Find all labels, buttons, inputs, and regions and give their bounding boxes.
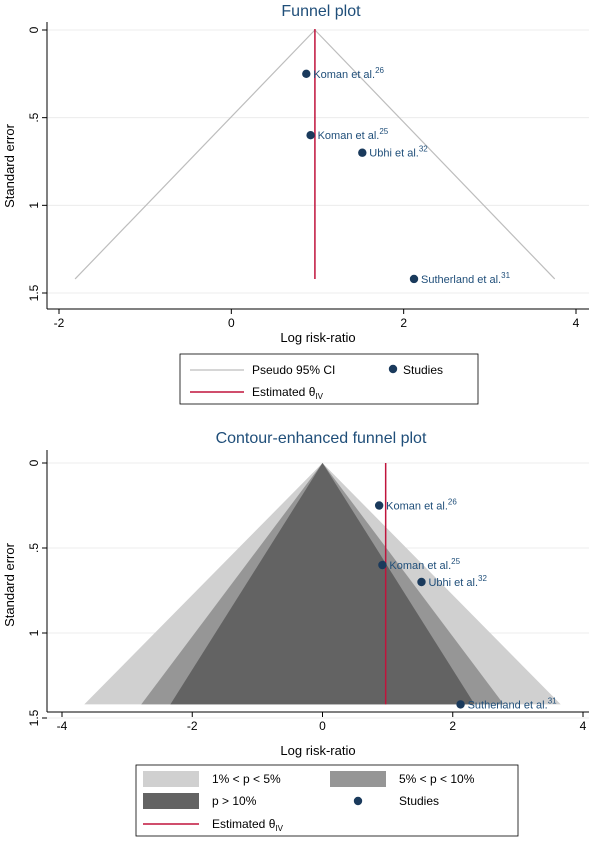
study-label: Ubhi et al.32 — [428, 574, 487, 589]
study-label: Ubhi et al.32 — [369, 145, 428, 160]
pseudo-ci-right-line — [314, 29, 556, 280]
legend-contour-1-swatch — [143, 771, 199, 787]
chart2-y-axis-label: Standard error — [2, 542, 17, 626]
legend-contour-3-swatch — [143, 793, 199, 809]
y-tick-label: 1.5 — [27, 284, 41, 301]
study-point — [302, 69, 311, 79]
x-tick-label: 2 — [400, 316, 407, 330]
legend-ci-label: Pseudo 95% CI — [252, 363, 335, 377]
legend-studies-label: Studies — [399, 794, 439, 808]
x-tick-label: 4 — [580, 719, 587, 733]
x-tick-label: -4 — [57, 719, 68, 733]
study-point — [378, 560, 387, 570]
chart1-legend: Pseudo 95% CI Studies Estimated θIV — [179, 353, 479, 405]
x-tick-label: 4 — [573, 316, 580, 330]
chart2-legend: 1% < p < 5% 5% < p < 10% p > 10% Studies… — [135, 764, 519, 837]
study-point — [358, 148, 367, 157]
study-label: Koman et al.26 — [386, 498, 457, 513]
legend-studies-label: Studies — [403, 363, 443, 377]
chart1-legend-box — [179, 353, 479, 405]
y-tick-label: 1 — [27, 629, 41, 636]
y-tick-label: 1.5 — [27, 709, 41, 726]
legend-estimate-label: Estimated θIV — [252, 385, 324, 401]
x-tick-label: 0 — [319, 719, 326, 733]
chart2-legend-box — [135, 764, 519, 837]
chart2-title: Contour-enhanced funnel plot — [216, 430, 427, 447]
legend-studies-marker — [388, 364, 398, 374]
chart1-y-axis-label: Standard error — [2, 123, 17, 207]
legend-contour-1-label: 1% < p < 5% — [212, 772, 281, 786]
contour-region-3 — [170, 463, 475, 705]
chart2-x-axis-label: Log risk-ratio — [280, 743, 355, 758]
x-tick-label: -2 — [187, 719, 198, 733]
legend-estimate-label: Estimated θIV — [212, 817, 284, 833]
y-tick-label: .5 — [27, 112, 41, 122]
legend-contour-3-label: p > 10% — [212, 794, 257, 808]
y-tick-label: 1 — [27, 202, 41, 209]
y-tick-label: 0 — [27, 459, 41, 466]
chart1-plot-area: Koman et al.26 Koman et al.25 Ubhi et al.3… — [27, 22, 589, 330]
legend-contour-2-swatch — [330, 771, 386, 787]
chart1-x-axis-label: Log risk-ratio — [280, 330, 355, 345]
x-tick-label: -2 — [54, 316, 65, 330]
study-point — [417, 577, 426, 587]
y-tick-label: 0 — [27, 26, 41, 33]
study-label: Sutherland et al.31 — [421, 271, 511, 286]
legend-studies-marker — [353, 796, 363, 806]
study-point — [374, 501, 384, 510]
x-tick-label: 0 — [228, 316, 235, 330]
contour-funnel-chart: Contour-enhanced funnel plot Koman et al… — [2, 430, 589, 837]
study-label: Sutherland et al.31 — [468, 696, 558, 711]
funnel-plot-chart: Funnel plot Koman et al.26 Koman et al.25… — [2, 3, 589, 405]
chart1-title: Funnel plot — [281, 3, 361, 20]
study-label: Koman et al.25 — [389, 557, 460, 572]
x-tick-label: 2 — [449, 719, 456, 733]
study-label: Koman et al.26 — [313, 66, 384, 81]
study-point — [456, 700, 465, 709]
legend-contour-2-label: 5% < p < 10% — [399, 772, 475, 786]
y-tick-label: .5 — [27, 543, 41, 553]
pseudo-ci-left-line — [74, 29, 316, 280]
study-point — [306, 131, 315, 140]
study-point — [409, 274, 419, 284]
study-label: Koman et al.25 — [318, 127, 389, 142]
chart2-plot-area: Koman et al.26 Koman et al.25 Ubhi et al.3… — [27, 450, 589, 733]
